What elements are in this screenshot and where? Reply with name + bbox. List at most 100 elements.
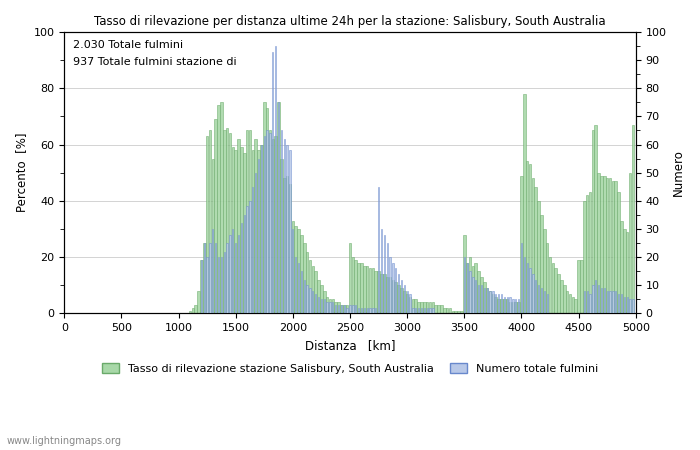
Bar — [503, 297, 505, 314]
Bar — [381, 229, 382, 314]
Bar — [332, 302, 333, 314]
Bar — [526, 162, 528, 314]
Bar — [358, 308, 359, 314]
Bar — [280, 158, 283, 314]
Bar — [506, 299, 508, 314]
Bar — [227, 243, 228, 314]
Bar — [315, 294, 316, 314]
Bar — [583, 201, 586, 314]
Bar — [357, 263, 360, 314]
Bar — [206, 136, 209, 314]
Bar — [617, 193, 620, 314]
Bar — [407, 291, 408, 314]
Bar — [609, 178, 611, 314]
Bar — [226, 128, 228, 314]
Legend: Tasso di rilevazione stazione Salisbury, South Australia, Numero totale fulmini: Tasso di rilevazione stazione Salisbury,… — [97, 359, 603, 378]
Bar — [284, 139, 285, 314]
Bar — [404, 285, 405, 314]
Bar — [267, 130, 268, 314]
Bar — [432, 302, 434, 314]
Bar — [600, 176, 603, 314]
Bar — [429, 308, 430, 314]
Bar — [261, 144, 262, 314]
Bar — [615, 291, 617, 314]
Bar — [203, 243, 206, 314]
Bar — [317, 279, 320, 314]
Bar — [417, 302, 420, 314]
Bar — [340, 305, 343, 314]
Bar — [338, 305, 339, 314]
Bar — [258, 158, 259, 314]
Bar — [624, 297, 625, 314]
Bar — [454, 310, 457, 314]
Bar — [580, 260, 582, 314]
Bar — [512, 302, 514, 314]
Bar — [272, 52, 274, 314]
Bar — [629, 173, 631, 314]
Bar — [384, 234, 385, 314]
Bar — [341, 305, 342, 314]
Bar — [309, 288, 311, 314]
Bar — [618, 294, 620, 314]
Bar — [512, 299, 514, 314]
Bar — [275, 46, 276, 314]
Bar — [195, 305, 197, 314]
Bar — [363, 308, 365, 314]
Y-axis label: Numero: Numero — [672, 149, 685, 196]
Bar — [389, 277, 391, 314]
Bar — [457, 310, 460, 314]
X-axis label: Distanza   [km]: Distanza [km] — [304, 339, 395, 352]
Bar — [367, 308, 368, 314]
Bar — [251, 150, 254, 314]
Bar — [389, 257, 391, 314]
Bar — [435, 305, 437, 314]
Bar — [215, 243, 216, 314]
Bar — [572, 297, 574, 314]
Bar — [189, 310, 191, 314]
Bar — [578, 260, 580, 314]
Bar — [292, 229, 293, 314]
Bar — [346, 308, 348, 314]
Bar — [592, 285, 594, 314]
Bar — [372, 268, 374, 314]
Bar — [274, 136, 277, 314]
Bar — [277, 102, 280, 314]
Bar — [255, 173, 256, 314]
Bar — [200, 260, 203, 314]
Bar — [314, 271, 317, 314]
Bar — [343, 305, 346, 314]
Bar — [232, 147, 234, 314]
Bar — [612, 291, 613, 314]
Bar — [495, 294, 496, 314]
Bar — [235, 243, 237, 314]
Bar — [351, 257, 354, 314]
Bar — [360, 308, 362, 314]
Bar — [623, 229, 626, 314]
Bar — [211, 158, 214, 314]
Bar — [312, 266, 314, 314]
Bar — [418, 308, 419, 314]
Bar — [386, 243, 388, 314]
Bar — [531, 178, 534, 314]
Bar — [240, 147, 243, 314]
Bar — [595, 279, 596, 314]
Bar — [383, 274, 386, 314]
Bar — [264, 136, 265, 314]
Bar — [249, 201, 251, 314]
Bar — [400, 288, 402, 314]
Bar — [423, 302, 426, 314]
Bar — [449, 308, 452, 314]
Bar — [524, 257, 525, 314]
Bar — [254, 139, 257, 314]
Bar — [252, 187, 253, 314]
Bar — [626, 297, 628, 314]
Bar — [563, 285, 566, 314]
Bar — [494, 297, 497, 314]
Bar — [332, 299, 334, 314]
Bar — [481, 285, 482, 314]
Bar — [621, 294, 622, 314]
Bar — [426, 308, 428, 314]
Bar — [587, 291, 588, 314]
Bar — [337, 302, 340, 314]
Bar — [469, 257, 471, 314]
